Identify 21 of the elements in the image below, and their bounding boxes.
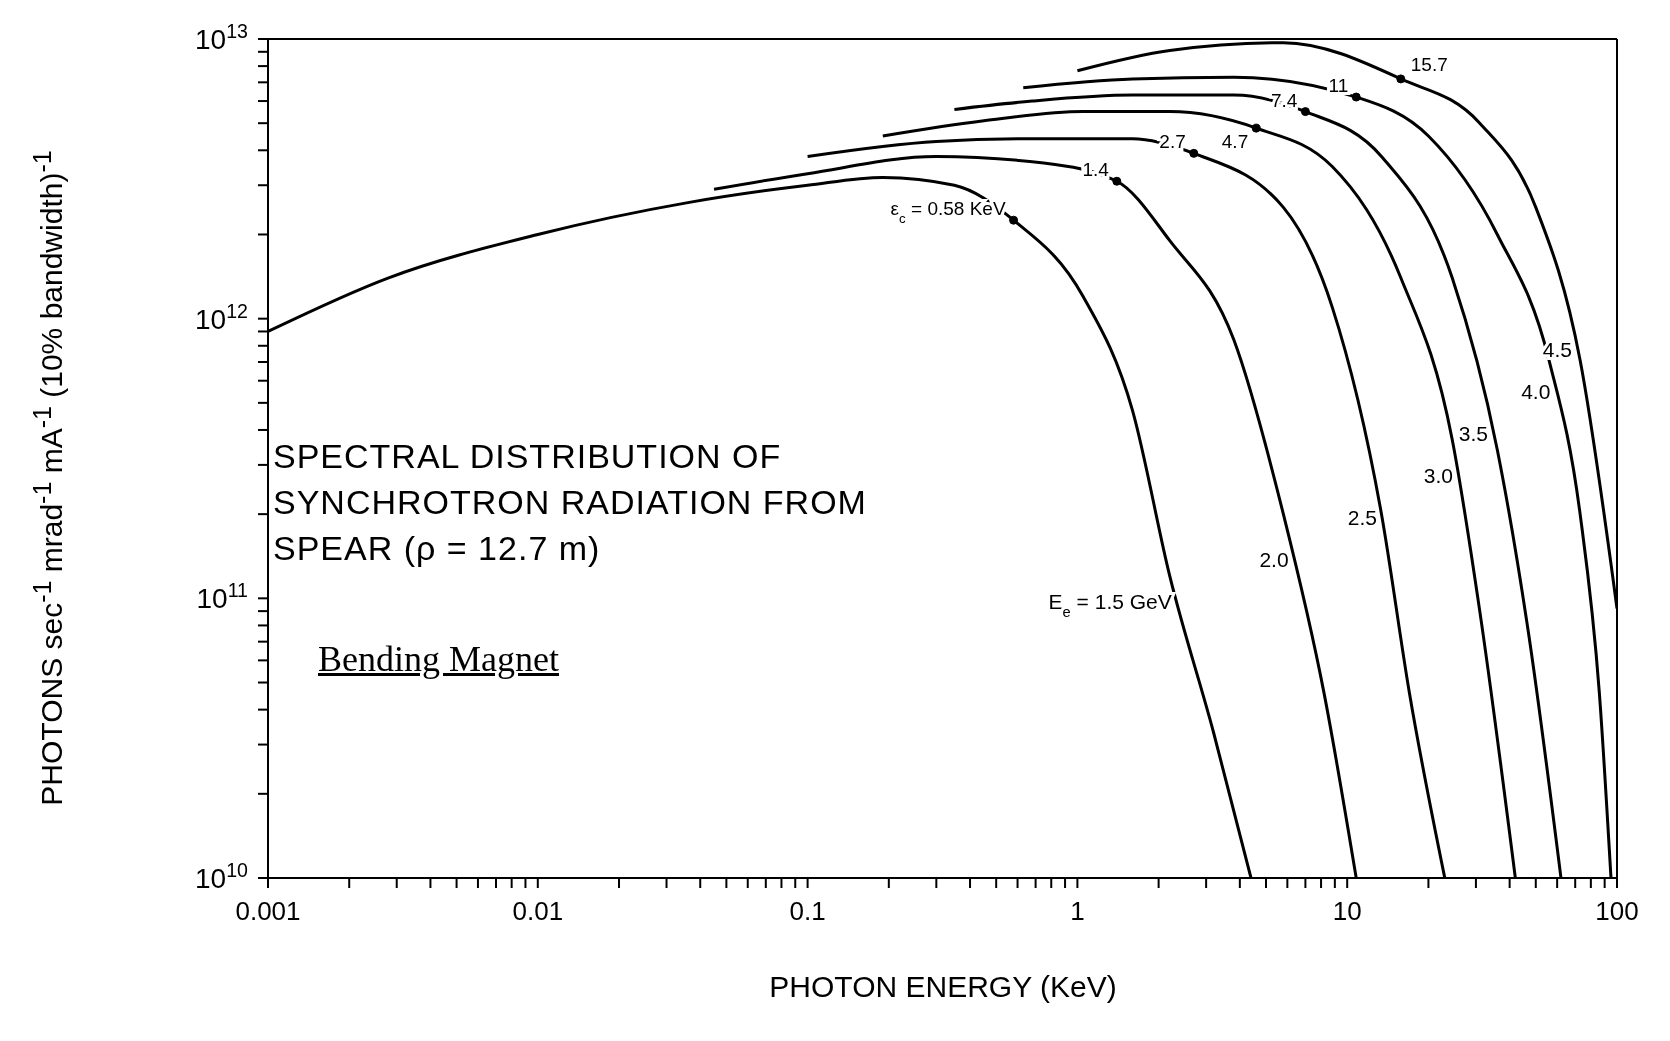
series-label: 4.0 bbox=[1521, 380, 1551, 404]
annotation: 4.7 bbox=[1221, 131, 1249, 153]
series-label: E$_{e}$ = 1.5 GeV bbox=[1048, 590, 1172, 621]
y-tick-label: 10$^{10}$ bbox=[195, 859, 249, 894]
series-label: 3.0 bbox=[1423, 464, 1453, 488]
y-tick-label: 10$^{11}$ bbox=[196, 579, 248, 615]
y-tick-label: 10$^{13}$ bbox=[195, 20, 249, 55]
x-tick-label: 10 bbox=[1332, 896, 1362, 926]
x-tick-label: 100 bbox=[1595, 896, 1639, 926]
x-tick-label: 0.01 bbox=[512, 896, 564, 926]
annotation: Bending Magnet bbox=[318, 638, 559, 680]
x-tick-label: 0.1 bbox=[789, 896, 826, 926]
x-axis-title: PHOTON ENERGY (KeV) bbox=[768, 970, 1118, 1004]
series-label: 2.5 bbox=[1347, 506, 1377, 530]
x-tick-label: 1 bbox=[1070, 896, 1085, 926]
x-tick-label: 0.001 bbox=[235, 896, 301, 926]
series-label: 2.0 bbox=[1259, 548, 1289, 572]
text: SPECTRAL DISTRIBUTION OF SYNCHROTRON RADIATION FROM SPEAR (ρ = 12.7 m) bbox=[273, 436, 868, 569]
series-label: 3.5 bbox=[1458, 422, 1488, 446]
y-tick-label: 10$^{12}$ bbox=[195, 299, 248, 335]
annotation: 15.7 bbox=[1410, 53, 1448, 75]
